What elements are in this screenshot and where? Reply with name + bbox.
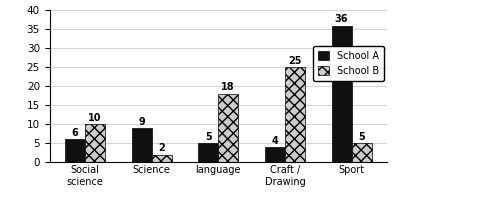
- Bar: [65, 139, 85, 162]
- Bar: [352, 143, 372, 162]
- Text: 36: 36: [335, 14, 348, 24]
- Text: 9: 9: [138, 116, 145, 126]
- Text: 5: 5: [205, 132, 212, 142]
- Text: 2: 2: [158, 143, 165, 153]
- Bar: [265, 147, 285, 162]
- Text: 10: 10: [88, 113, 102, 123]
- Text: 18: 18: [221, 82, 235, 92]
- Text: 4: 4: [271, 136, 278, 146]
- Text: 6: 6: [71, 128, 78, 138]
- Bar: [152, 155, 172, 162]
- Bar: [131, 128, 152, 162]
- Bar: [331, 26, 352, 162]
- Bar: [85, 124, 105, 162]
- Bar: [285, 67, 305, 162]
- Bar: [218, 94, 238, 162]
- Text: 5: 5: [358, 132, 365, 142]
- Text: 25: 25: [288, 56, 302, 66]
- Legend: School A, School B: School A, School B: [312, 46, 384, 81]
- Bar: [198, 143, 218, 162]
